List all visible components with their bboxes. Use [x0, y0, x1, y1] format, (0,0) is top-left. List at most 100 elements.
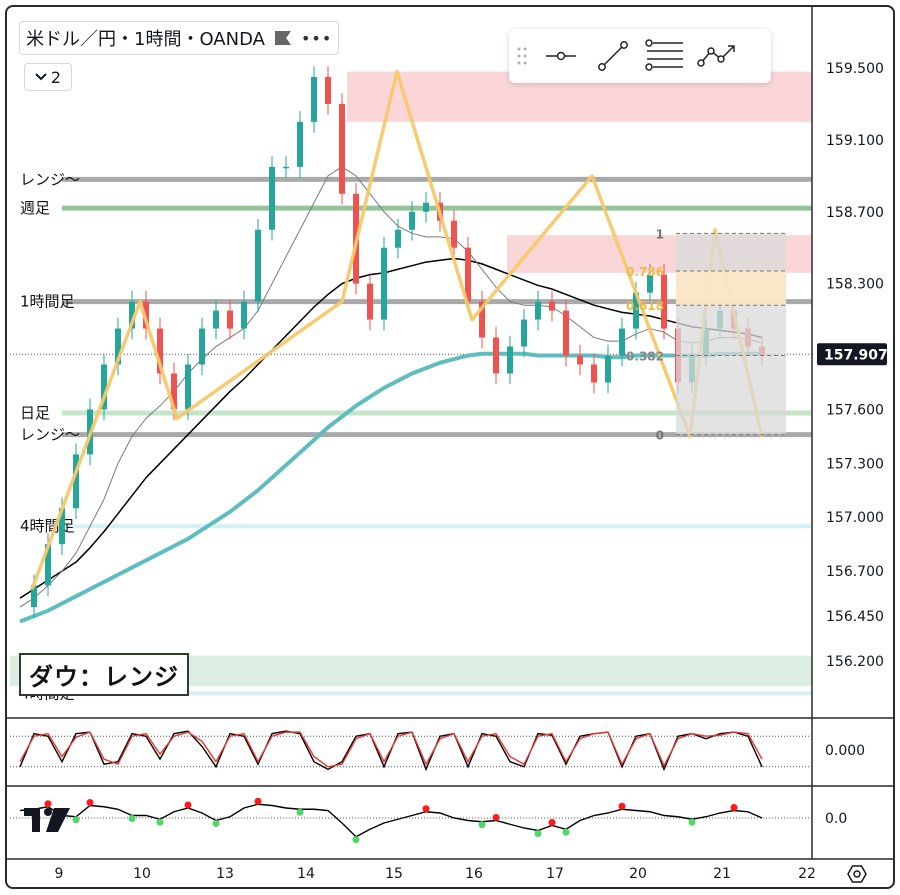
macd-trough-dot	[534, 830, 542, 837]
more-icon[interactable]: •••	[300, 28, 333, 48]
candle-body	[171, 373, 177, 410]
time-tick-label: 21	[713, 866, 731, 882]
candle-body	[479, 301, 485, 338]
path-icon[interactable]	[691, 29, 743, 83]
logo-part	[46, 808, 70, 832]
settings-hex	[847, 865, 867, 883]
candle-body	[199, 328, 205, 365]
price-tick-label: 157.000	[826, 510, 884, 526]
macd-trough-dot	[128, 815, 136, 822]
price-tick-label: 157.600	[826, 402, 884, 418]
fib-level-label: 0.786	[626, 265, 664, 279]
macd-line	[19, 803, 763, 838]
fib-level-label: 0	[656, 429, 664, 443]
current-price-label: 157.907	[824, 347, 888, 363]
candle-body	[577, 355, 583, 365]
trend-line-icon[interactable]	[587, 29, 639, 83]
settings-center	[853, 870, 861, 878]
price-tick-label: 159.500	[826, 61, 884, 77]
macd-peak-dot	[730, 804, 738, 811]
symbol-title: 米ドル／円・1時間・OANDA	[26, 29, 265, 50]
weekly-line-label: 週足	[20, 199, 50, 217]
candle-body	[115, 328, 121, 365]
price-tick-label: 158.300	[826, 277, 884, 293]
ema-long-line	[19, 351, 762, 624]
osc-d-line	[19, 731, 763, 768]
candle-body	[605, 355, 611, 383]
dow-theory-label: ダウ：レンジ	[19, 653, 189, 696]
candle-body	[283, 166, 289, 169]
candle-body	[213, 310, 219, 329]
chevron-down-icon	[35, 73, 47, 81]
horizontal-line-icon[interactable]	[535, 29, 587, 83]
candle-body	[619, 328, 625, 356]
daily-line-label: 日足	[20, 404, 50, 422]
candle-body	[451, 220, 457, 248]
time-tick-label: 14	[297, 866, 315, 882]
price-tick-label: 156.200	[826, 654, 884, 670]
candle-body	[423, 202, 429, 212]
candle-body	[409, 211, 415, 230]
macd-peak-dot	[422, 805, 430, 813]
candle-body	[45, 544, 51, 586]
candle-body	[367, 283, 373, 320]
time-tick-label: 13	[216, 866, 234, 882]
collapse-button[interactable]: 2	[24, 63, 72, 91]
macd-trough-dot	[72, 816, 80, 824]
symbol-title-bar[interactable]: 米ドル／円・1時間・OANDA •••	[19, 21, 340, 55]
candle-body	[381, 247, 387, 320]
current-price-badge	[817, 343, 887, 366]
macd-peak-dot	[184, 801, 192, 809]
candle-body	[73, 454, 79, 509]
drag-handle-icon[interactable]	[509, 29, 535, 83]
macd-trough-dot	[562, 828, 570, 836]
settings-icon[interactable]	[847, 865, 867, 883]
logo-part	[44, 808, 52, 816]
macd-trough-dot	[212, 820, 220, 827]
hourly-line-label: 1時間足	[20, 293, 75, 311]
collapse-count: 2	[50, 67, 62, 87]
candle-body	[647, 274, 653, 293]
candle-body	[339, 103, 345, 194]
candle-body	[241, 301, 247, 329]
candle-body	[297, 121, 303, 167]
fib-box	[676, 233, 786, 435]
fib-level-label: 0.382	[626, 350, 664, 364]
time-tick-label: 22	[798, 866, 816, 882]
candle-body	[395, 229, 401, 248]
candle-body	[549, 301, 555, 311]
candle-body	[465, 247, 471, 302]
macd-tick-label: 0.0	[825, 811, 847, 827]
macd-trough-dot	[156, 818, 164, 826]
fib-retracement-icon[interactable]	[639, 29, 691, 83]
range-bottom-line-label: レンジ～	[20, 426, 80, 444]
time-tick-label: 9	[55, 866, 64, 882]
macd-peak-dot	[254, 797, 262, 805]
logo-part	[24, 808, 40, 832]
macd-trough-dot	[296, 808, 304, 816]
price-tick-label: 159.100	[826, 133, 884, 149]
candle-body	[31, 585, 37, 608]
time-tick-label: 15	[385, 866, 403, 882]
candle-body	[227, 310, 233, 329]
price-tick-label: 157.300	[826, 456, 884, 472]
fib-level-label: 0.618	[626, 299, 664, 313]
candle-body	[563, 310, 569, 356]
candle-body	[101, 364, 107, 410]
macd-peak-dot	[548, 819, 556, 826]
time-tick-label: 17	[546, 866, 564, 882]
candle-body	[59, 508, 65, 545]
candle-body	[633, 292, 639, 329]
candle-body	[521, 319, 527, 347]
candle-body	[507, 346, 513, 374]
time-tick-label: 20	[629, 866, 647, 882]
candle-body	[325, 76, 331, 104]
macd-trough-dot	[352, 836, 360, 844]
macd-peak-dot	[44, 800, 52, 808]
macd-peak-dot	[618, 802, 626, 810]
candle-body	[255, 229, 261, 302]
flag-icon[interactable]	[274, 31, 291, 45]
range-top-line-label: レンジ～	[20, 170, 80, 188]
